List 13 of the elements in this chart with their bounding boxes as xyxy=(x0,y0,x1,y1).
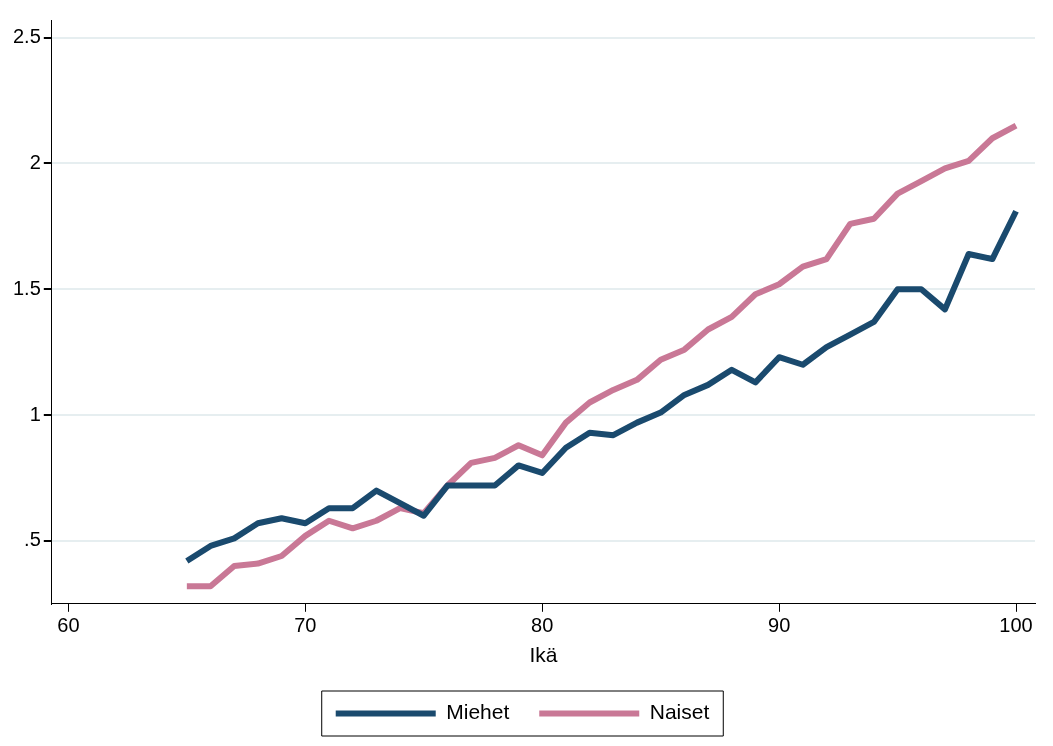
x-tick-label: 100 xyxy=(999,614,1033,637)
y-tick-label: 1 xyxy=(29,402,41,425)
y-tick-label: .5 xyxy=(24,528,41,551)
legend-label: Miehet xyxy=(446,700,510,724)
x-tick-label: 80 xyxy=(531,614,554,637)
legend-label: Naiset xyxy=(649,700,710,724)
y-tick-label: 1.5 xyxy=(12,276,41,299)
y-tick-label: 2 xyxy=(29,150,41,173)
y-tick-label: 2.5 xyxy=(12,25,41,48)
x-tick-label: 60 xyxy=(57,614,80,637)
x-axis-title: Ikä xyxy=(529,643,558,667)
x-tick-label: 90 xyxy=(768,614,791,637)
x-tick-label: 70 xyxy=(294,614,317,637)
